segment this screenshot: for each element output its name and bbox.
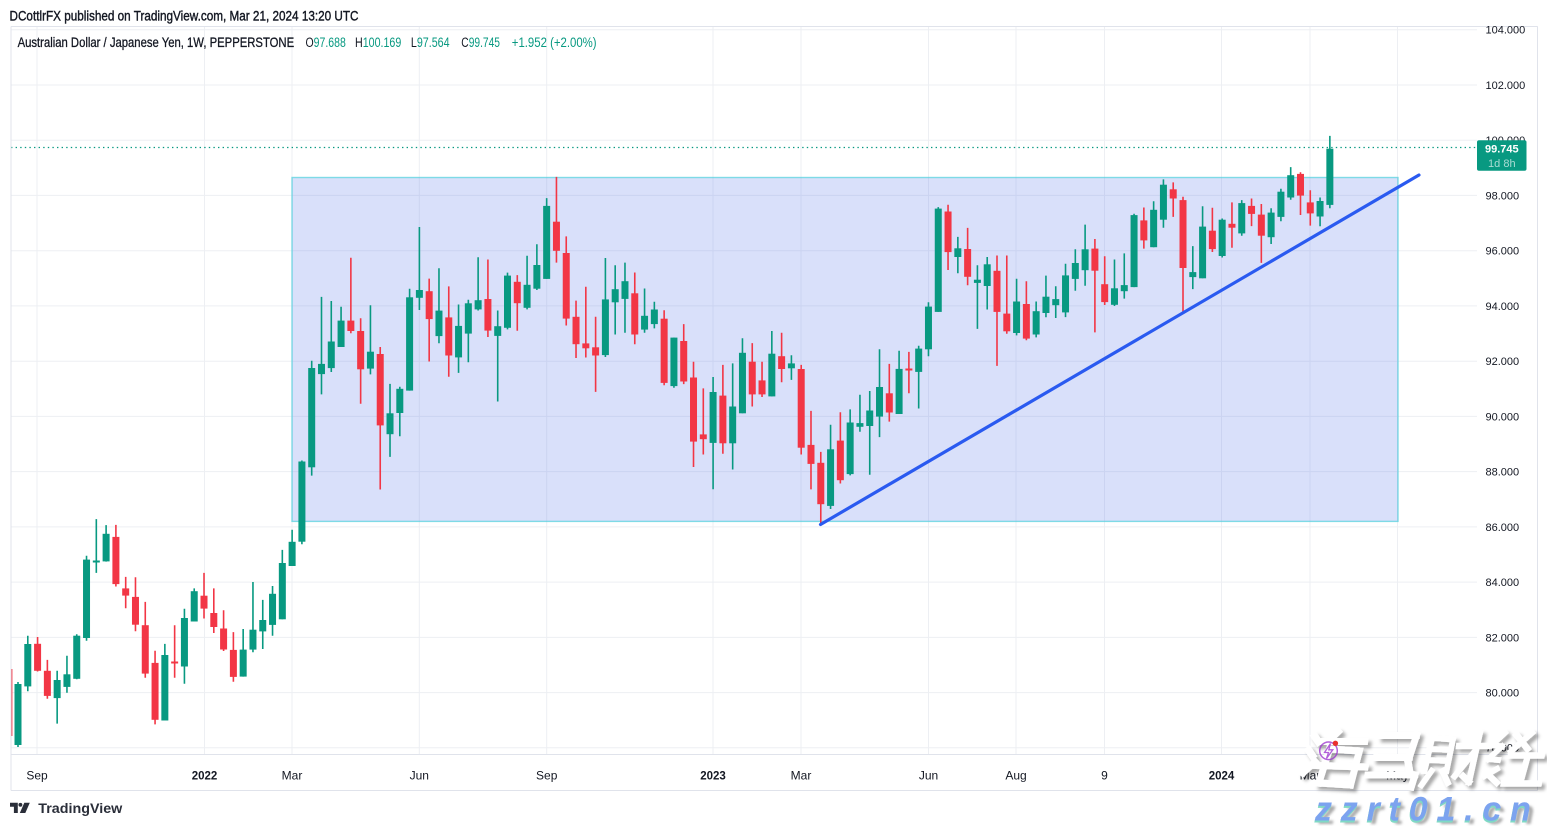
svg-text:Sep: Sep [26, 769, 48, 783]
svg-text:80.000: 80.000 [1486, 688, 1520, 700]
svg-text:99.745: 99.745 [1485, 144, 1519, 156]
svg-text:96.000: 96.000 [1486, 246, 1520, 258]
svg-text:Australian Dollar / Japanese Y: Australian Dollar / Japanese Yen, 1W, PE… [18, 34, 295, 50]
svg-text:9: 9 [1101, 769, 1108, 783]
svg-text:104.000: 104.000 [1486, 25, 1526, 37]
svg-text:2022: 2022 [192, 771, 218, 783]
svg-text:86.000: 86.000 [1486, 522, 1520, 534]
svg-text:+1.952 (+2.00%): +1.952 (+2.00%) [512, 35, 597, 50]
svg-text:zzrt01.cn: zzrt01.cn [1314, 793, 1540, 826]
svg-text:C99.745: C99.745 [461, 35, 500, 50]
svg-text:Mar: Mar [282, 769, 303, 783]
svg-text:92.000: 92.000 [1486, 356, 1520, 368]
svg-text:L97.564: L97.564 [411, 35, 450, 50]
svg-text:H100.169: H100.169 [355, 35, 401, 50]
svg-text:TradingView: TradingView [38, 800, 122, 816]
svg-text:Jun: Jun [410, 769, 429, 783]
svg-text:102.000: 102.000 [1486, 80, 1526, 92]
svg-text:zzrt01.cn: zzrt01.cn [1314, 791, 1540, 826]
svg-text:1d 8h: 1d 8h [1488, 158, 1516, 170]
svg-text:Aug: Aug [1005, 769, 1026, 783]
svg-text:Sep: Sep [536, 769, 558, 783]
svg-text:88.000: 88.000 [1486, 467, 1520, 479]
svg-text:82.000: 82.000 [1486, 632, 1520, 644]
svg-text:Jun: Jun [919, 769, 938, 783]
svg-text:O97.688: O97.688 [306, 35, 346, 50]
svg-text:98.000: 98.000 [1486, 190, 1520, 202]
svg-text:2023: 2023 [700, 771, 726, 783]
svg-text:2024: 2024 [1209, 771, 1235, 783]
svg-text:94.000: 94.000 [1486, 301, 1520, 313]
svg-text:zzrt01.cn: zzrt01.cn [1318, 794, 1544, 826]
svg-text:84.000: 84.000 [1486, 577, 1520, 589]
svg-text:90.000: 90.000 [1486, 411, 1520, 423]
svg-text:Mar: Mar [791, 769, 812, 783]
svg-text:DCottlrFX published on Trading: DCottlrFX published on TradingView.com, … [10, 8, 359, 24]
